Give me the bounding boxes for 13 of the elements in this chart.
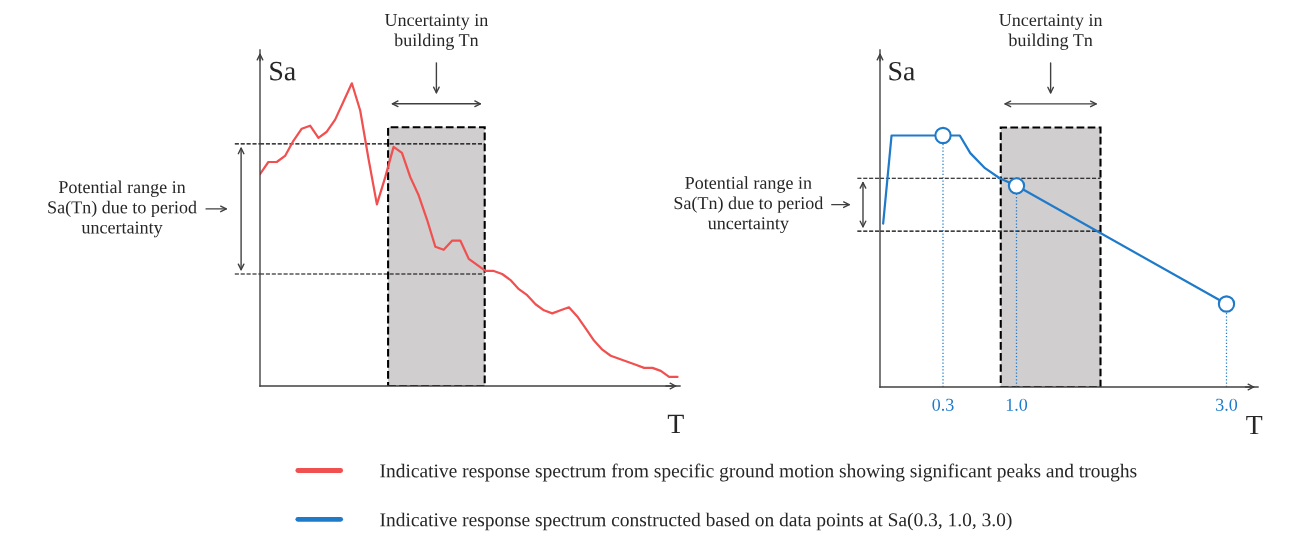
annotation: Potential range in Sa(Tn) due to period uncertainty bbox=[674, 176, 824, 234]
text: Uncertainty in building Tn bbox=[384, 13, 489, 50]
text: Potential range in Sa(Tn) due to period uncertainty bbox=[48, 180, 197, 238]
y-axis-title: Sa bbox=[889, 61, 915, 81]
legend-label: Indicative response spectrum constructed based on data points at Sa(0.3, 1.0, 3.0) bbox=[380, 512, 1012, 531]
y-axis-title: Sa bbox=[270, 61, 296, 81]
x-axis-title: T bbox=[667, 414, 684, 433]
x-tick-label: 1.0 bbox=[1006, 398, 1028, 411]
legend-label: Indicative response spectrum from specific ground motion showing significant peaks and troughs bbox=[380, 463, 1137, 482]
text: Uncertainty in building Tn bbox=[999, 13, 1103, 50]
x-axis-title: T bbox=[1246, 415, 1263, 435]
x-tick-label: 3.0 bbox=[1216, 398, 1238, 411]
x-tick-label: 0.3 bbox=[932, 398, 954, 411]
